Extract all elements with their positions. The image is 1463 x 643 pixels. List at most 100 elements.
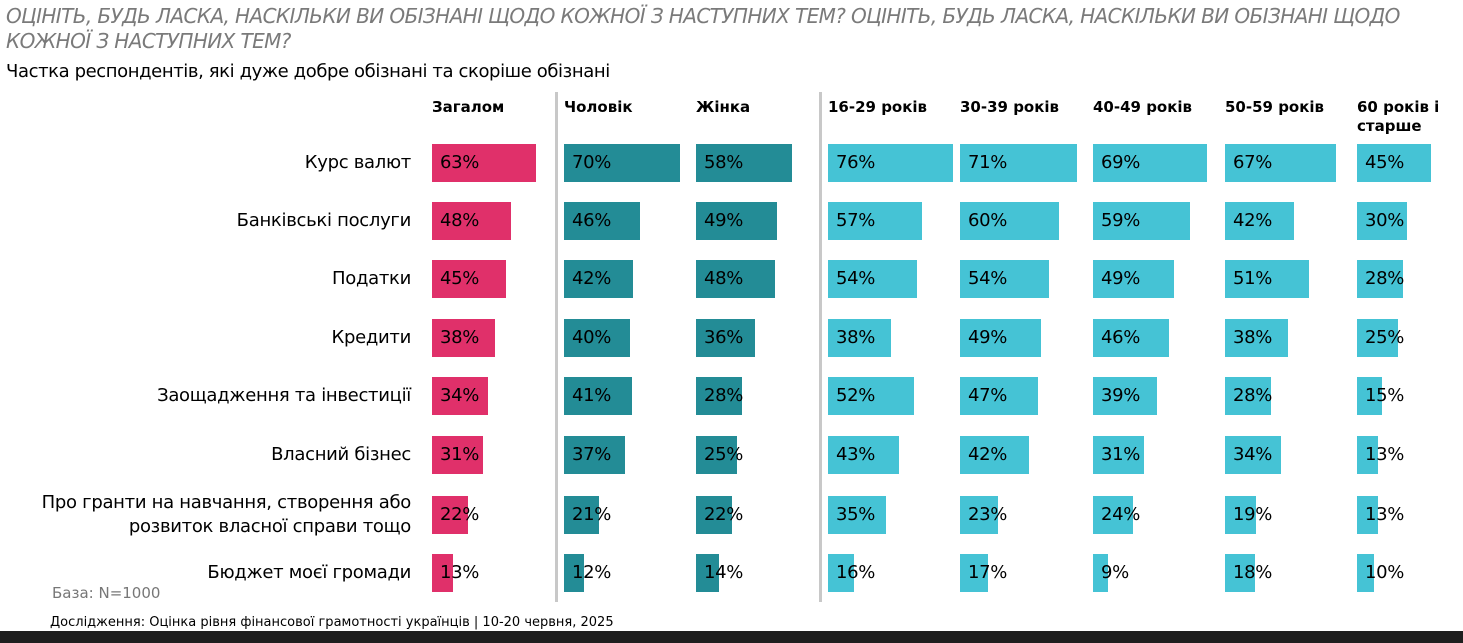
bar bbox=[1093, 319, 1169, 357]
data-label: 48% bbox=[704, 268, 744, 289]
data-label: 13% bbox=[1365, 444, 1405, 465]
data-label: 69% bbox=[1101, 152, 1141, 173]
bar bbox=[432, 554, 454, 592]
data-label: 21% bbox=[572, 504, 612, 525]
bar bbox=[564, 319, 630, 357]
column-header: Чоловік bbox=[564, 98, 633, 116]
column-header: 60 років і старше bbox=[1357, 98, 1440, 135]
data-label: 59% bbox=[1101, 210, 1141, 231]
bar bbox=[1093, 436, 1145, 474]
bar bbox=[432, 260, 507, 298]
category-label: Кредити bbox=[331, 327, 411, 348]
bar bbox=[828, 260, 918, 298]
bar bbox=[1357, 377, 1382, 415]
bar bbox=[828, 496, 886, 534]
data-label: 42% bbox=[572, 268, 612, 289]
bar bbox=[432, 436, 484, 474]
bar bbox=[1225, 436, 1282, 474]
chart-subtitle: Частка респондентів, які дуже добре обіз… bbox=[6, 61, 610, 82]
bar bbox=[1093, 144, 1207, 182]
data-label: 23% bbox=[968, 504, 1008, 525]
category-label: Курс валют bbox=[304, 152, 412, 173]
bar bbox=[564, 496, 599, 534]
bar bbox=[1225, 144, 1336, 182]
data-label: 30% bbox=[1365, 210, 1405, 231]
bar bbox=[1357, 554, 1374, 592]
bar bbox=[828, 144, 954, 182]
bar bbox=[1357, 436, 1379, 474]
column-header: Жінка bbox=[696, 98, 751, 116]
bar bbox=[1225, 202, 1295, 240]
data-label: 28% bbox=[1233, 385, 1273, 406]
bar bbox=[696, 554, 720, 592]
bar bbox=[960, 554, 989, 592]
data-label: 70% bbox=[572, 152, 612, 173]
data-label: 25% bbox=[704, 444, 744, 465]
category-label: Про гранти на навчання, створення або ро… bbox=[41, 492, 412, 537]
data-label: 58% bbox=[704, 152, 744, 173]
category-label: Заощадження та інвестиції bbox=[157, 385, 411, 406]
bar bbox=[564, 377, 632, 415]
bar bbox=[1225, 260, 1310, 298]
data-label: 31% bbox=[440, 444, 480, 465]
bar bbox=[1093, 260, 1174, 298]
bar bbox=[828, 377, 914, 415]
data-label: 10% bbox=[1365, 562, 1405, 583]
data-label: 19% bbox=[1233, 504, 1273, 525]
data-label: 14% bbox=[704, 562, 744, 583]
bar bbox=[1225, 554, 1255, 592]
data-label: 46% bbox=[572, 210, 612, 231]
data-label: 45% bbox=[1365, 152, 1405, 173]
bar bbox=[564, 260, 634, 298]
separator-gender bbox=[555, 92, 558, 602]
bar bbox=[960, 377, 1038, 415]
data-label: 35% bbox=[836, 504, 876, 525]
data-label: 18% bbox=[1233, 562, 1273, 583]
bar bbox=[432, 319, 495, 357]
column-header: 30-39 років bbox=[960, 98, 1060, 116]
bar bbox=[828, 319, 891, 357]
bottom-bar bbox=[0, 631, 1463, 643]
bar bbox=[960, 436, 1030, 474]
bar bbox=[1357, 144, 1432, 182]
data-label: 57% bbox=[836, 210, 876, 231]
bar bbox=[432, 377, 489, 415]
data-label: 67% bbox=[1233, 152, 1273, 173]
data-label: 63% bbox=[440, 152, 480, 173]
data-label: 12% bbox=[572, 562, 612, 583]
bar bbox=[960, 260, 1050, 298]
data-label: 31% bbox=[1101, 444, 1141, 465]
data-label: 52% bbox=[836, 385, 876, 406]
data-label: 13% bbox=[1365, 504, 1405, 525]
bar bbox=[564, 436, 626, 474]
data-label: 42% bbox=[1233, 210, 1273, 231]
bar bbox=[564, 554, 584, 592]
bar bbox=[564, 144, 680, 182]
bar bbox=[1225, 377, 1272, 415]
data-label: 25% bbox=[1365, 327, 1405, 348]
bar bbox=[1225, 319, 1288, 357]
bar bbox=[960, 202, 1059, 240]
bar bbox=[960, 144, 1078, 182]
bar bbox=[828, 436, 899, 474]
data-label: 71% bbox=[968, 152, 1008, 173]
data-label: 28% bbox=[704, 385, 744, 406]
bar bbox=[1093, 496, 1133, 534]
bar bbox=[696, 377, 743, 415]
category-label: Банківські послуги bbox=[236, 210, 412, 231]
data-label: 38% bbox=[1233, 327, 1273, 348]
data-label: 16% bbox=[836, 562, 876, 583]
bar bbox=[1093, 377, 1158, 415]
bar bbox=[960, 319, 1041, 357]
data-label: 40% bbox=[572, 327, 612, 348]
bar bbox=[696, 496, 733, 534]
data-label: 24% bbox=[1101, 504, 1141, 525]
column-header: 40-49 років bbox=[1093, 98, 1193, 116]
data-label: 46% bbox=[1101, 327, 1141, 348]
base-note: База: N=1000 bbox=[52, 584, 161, 602]
bar bbox=[564, 202, 640, 240]
data-label: 34% bbox=[1233, 444, 1273, 465]
question-title: ОЦІНІТЬ, БУДЬ ЛАСКА, НАСКІЛЬКИ ВИ ОБІЗНА… bbox=[6, 4, 1400, 53]
bar bbox=[696, 260, 776, 298]
bar bbox=[696, 202, 777, 240]
